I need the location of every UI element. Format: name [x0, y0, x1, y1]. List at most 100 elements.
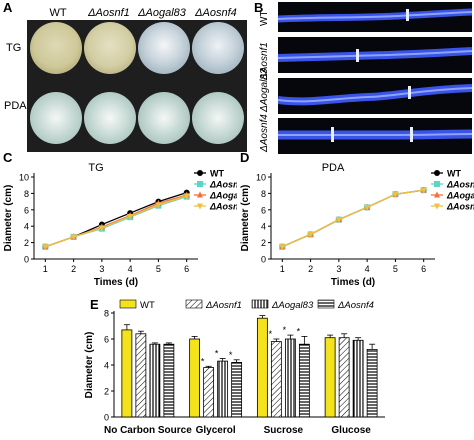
- chartD-y-tick-label-1: 2: [261, 238, 266, 248]
- chartC-legend-marker-3: [197, 203, 203, 210]
- chartE-category-label-2: Sucrose: [264, 425, 304, 436]
- chartC-legend-label-1: ΔAosnf1: [209, 180, 237, 190]
- chartD-series-2: [279, 186, 427, 250]
- chartD-series-line-1: [282, 189, 424, 248]
- chartE-bar-2-0: [256, 317, 268, 418]
- chartD-x-tick-label-4: 5: [393, 264, 398, 274]
- chartD-point-3-3: [364, 204, 371, 211]
- chartD-series-3: [279, 187, 427, 251]
- chartC-legend-marker-2: [197, 191, 203, 198]
- chartC-point-3-3: [127, 213, 134, 220]
- chartE-legend-swatch-1: [185, 299, 203, 309]
- chartD-series-line-3: [282, 189, 424, 248]
- chartE-significance-1-1: *: [201, 356, 205, 366]
- chartE-significance-2-1: *: [269, 329, 273, 339]
- plate-tg-aosnf1: [84, 22, 136, 74]
- chartC-point-3-5: [183, 193, 190, 200]
- plate-tg-wt: [30, 22, 82, 74]
- chartE-category-label-0: No Carbon Source: [104, 425, 192, 436]
- chartD-legend-marker-3: [434, 203, 440, 210]
- chartC-point-3-2: [98, 225, 105, 232]
- chartE-significance-1-2: *: [215, 349, 219, 359]
- hypha-drawing-wt: [277, 8, 473, 23]
- chartC-y-axis-label: Diameter (cm): [3, 185, 14, 252]
- chartD-title: PDA: [322, 162, 345, 174]
- hypha-image-wt: [277, 2, 473, 32]
- chartE-bar-0-0: [121, 329, 133, 418]
- chartC-x-tick-label-3: 4: [128, 264, 133, 274]
- chartD-legend-label-0: WT: [447, 169, 461, 179]
- chartE-y-axis-label: Diameter (cm): [84, 332, 95, 399]
- chartC-series-line-3: [45, 195, 187, 248]
- chartE-bar-3-3: [366, 349, 378, 418]
- row-label-pda: PDA: [4, 100, 27, 112]
- chartE-bar-1-3: [231, 362, 243, 418]
- hypha-label-aosnf4: ΔAosnf4: [259, 114, 270, 152]
- chartE-y-tick-label-1: 2: [104, 387, 109, 397]
- panel-b-label: B: [254, 0, 264, 15]
- chartC-y-tick-label-5: 10: [19, 173, 29, 183]
- chartC-series-3: [42, 193, 190, 251]
- chartE-legend-label-1: ΔAosnf1: [205, 300, 242, 311]
- chartC-x-tick-label-4: 5: [156, 264, 161, 274]
- chartE-bar-1-0: [189, 338, 201, 418]
- hypha-image-aosnf1: [277, 37, 473, 73]
- panel-c-label: C: [3, 150, 13, 165]
- chartE-bar-3-2: [352, 339, 364, 418]
- chartD-y-tick-label-3: 6: [261, 205, 266, 215]
- chartE-y-tick-label-4: 8: [104, 309, 109, 319]
- chartE-bar-0-3: [163, 343, 175, 418]
- chartE-bar-2-1: [270, 341, 282, 418]
- plate-tg-aogal83: [138, 22, 190, 74]
- plate-tg-aosnf4: [192, 22, 244, 74]
- col-label-wt: WT: [49, 7, 67, 19]
- chartE-legend-swatch-2: [251, 299, 269, 309]
- chartE-legend-label-2: ΔAogal83: [271, 300, 314, 311]
- hypha-image-aosnf4: [278, 118, 473, 154]
- chartD-point-3-2: [335, 217, 342, 224]
- chartD-y-axis-label: Diameter (cm): [240, 185, 251, 252]
- chartE-significance-2-3: *: [297, 326, 301, 336]
- chartC-y-tick-label-4: 8: [24, 189, 29, 199]
- chartD-series-1: [279, 187, 427, 250]
- chartD-y-tick-label-2: 4: [261, 222, 266, 232]
- chartC-y-tick-label-2: 4: [24, 222, 29, 232]
- chartC-legend-marker-1: [197, 181, 203, 187]
- chartD-legend-marker-0: [434, 170, 440, 176]
- chartD-y-tick-label-4: 8: [261, 189, 266, 199]
- chartD-legend-label-1: ΔAosnf1: [446, 180, 474, 190]
- chartD-series-line-0: [282, 189, 424, 248]
- chartE-legend-label-3: ΔAosnf4: [337, 300, 374, 311]
- chartE-bar-0-2: [149, 343, 161, 418]
- col-label-aogal83: ΔAogal83: [138, 7, 186, 19]
- chartD-x-tick-label-5: 6: [421, 264, 426, 274]
- chartC-x-axis-label: Times (d): [94, 277, 138, 288]
- chartC-x-tick-label-5: 6: [184, 264, 189, 274]
- plate-pda-wt: [30, 92, 82, 144]
- chartD-x-tick-label-3: 4: [365, 264, 370, 274]
- chartE-bar-3-1: [338, 337, 350, 418]
- chartC-y-tick-label-1: 2: [24, 238, 29, 248]
- chartE-legend-swatch-3: [317, 299, 335, 309]
- chartC-point-3-0: [42, 244, 49, 251]
- chartE-y-tick-label-3: 6: [104, 335, 109, 345]
- chartD-point-3-0: [279, 244, 286, 251]
- col-label-aosnf1: ΔAosnf1: [88, 7, 130, 19]
- hypha-image-aogal83: [277, 78, 473, 114]
- chartE-significance-2-2: *: [283, 325, 287, 335]
- chartE-legend-label-0: WT: [140, 300, 155, 311]
- chartC-legend-marker-0: [197, 170, 203, 176]
- chartC-legend-label-0: WT: [210, 169, 224, 179]
- chartE-bar-1-1: [203, 367, 215, 418]
- chartC-x-tick-label-0: 1: [43, 264, 48, 274]
- hypha-label-aogal83: ΔAogal83: [259, 68, 270, 112]
- bar-chart-carbon-sources: 0 2 4 6 8 Diameter (cm) No Carbon Source * * * Gly…: [84, 299, 385, 436]
- hypha-label-wt: WT: [259, 10, 270, 26]
- plate-pda-aosnf1: [84, 92, 136, 144]
- panel-d-label: D: [240, 150, 250, 165]
- row-label-tg: TG: [6, 42, 22, 54]
- plate-pda-aosnf4: [192, 92, 244, 144]
- chartD-point-3-4: [392, 191, 399, 198]
- chartC-y-tick-label-3: 6: [24, 205, 29, 215]
